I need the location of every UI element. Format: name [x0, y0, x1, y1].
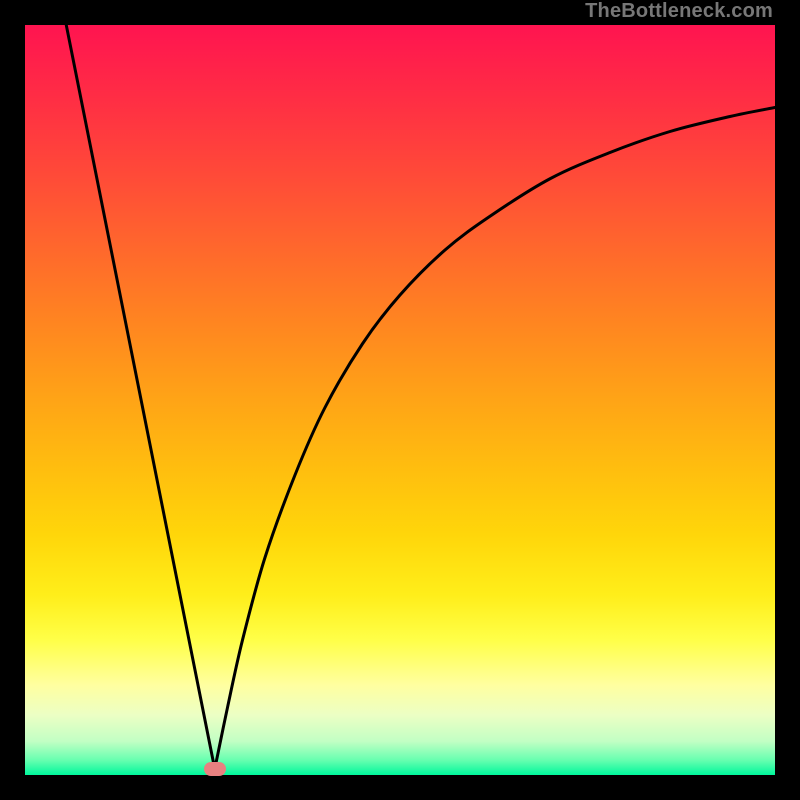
minimum-marker — [204, 762, 226, 776]
curve — [25, 25, 775, 775]
plot-area — [25, 25, 775, 775]
chart-frame: TheBottleneck.com — [0, 0, 800, 800]
watermark-text: TheBottleneck.com — [585, 0, 773, 23]
